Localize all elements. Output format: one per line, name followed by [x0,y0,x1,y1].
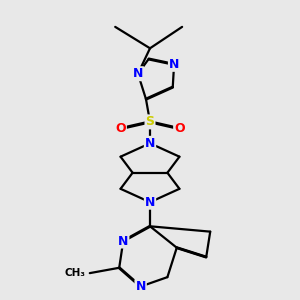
Text: N: N [135,280,146,293]
Text: N: N [169,58,179,71]
Text: N: N [118,235,128,248]
Text: N: N [133,67,143,80]
Text: O: O [115,122,126,135]
Text: N: N [145,196,155,209]
Text: O: O [174,122,185,135]
Text: N: N [145,137,155,150]
Text: S: S [146,116,154,128]
Text: CH₃: CH₃ [65,268,86,278]
